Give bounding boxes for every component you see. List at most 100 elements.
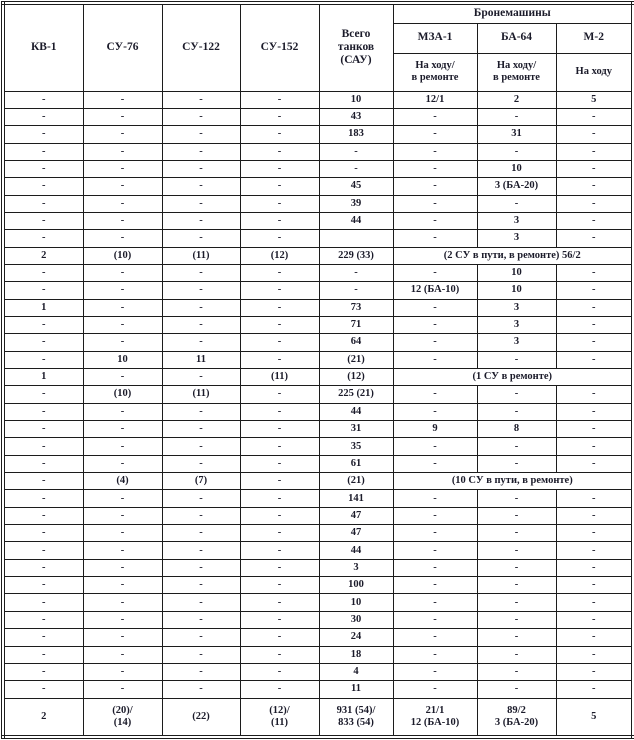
table-cell: - bbox=[161, 142, 241, 161]
table-cell: - bbox=[82, 194, 163, 213]
table-row: -10 11- (21) - - - bbox=[2, 350, 634, 370]
table-cell: - bbox=[392, 437, 478, 456]
table-row: - - - -10 12/1 2 5 bbox=[2, 90, 634, 109]
table-cell: - bbox=[555, 489, 634, 508]
table-cell: - bbox=[82, 107, 163, 127]
table-cell: - bbox=[239, 662, 320, 682]
table-cell: - bbox=[2, 350, 84, 370]
table-cell: 10 bbox=[318, 593, 394, 612]
column-header-kv-1: КВ-1 bbox=[2, 2, 84, 92]
table-cell: - bbox=[161, 524, 241, 543]
table-cell: (21) bbox=[318, 350, 394, 370]
table-cell: 3 bbox=[318, 558, 394, 578]
table-cell: - bbox=[161, 662, 241, 682]
table-cell: 39 bbox=[318, 194, 394, 213]
table-cell: 10 bbox=[82, 350, 163, 370]
table-cell: 2 bbox=[2, 697, 84, 738]
table-cell: - bbox=[239, 298, 320, 317]
table-row: - - - -43- - - bbox=[2, 107, 634, 127]
table-cell: - bbox=[161, 593, 241, 612]
table-cell: - bbox=[392, 402, 478, 422]
table-cell: - bbox=[392, 506, 478, 526]
table-cell: 3 bbox=[476, 315, 557, 335]
table-cell: 10 bbox=[476, 263, 557, 283]
table-cell: - bbox=[161, 211, 241, 231]
table-cell: - bbox=[239, 177, 320, 196]
table-row: - - - -64-3- bbox=[2, 333, 634, 352]
table-row: ----3--- bbox=[2, 558, 634, 578]
table-cell: - bbox=[2, 593, 84, 612]
table-cell: - bbox=[392, 350, 478, 370]
table-cell: - bbox=[555, 333, 634, 352]
table-row: - - - -71-3- bbox=[2, 315, 634, 335]
table-cell: - bbox=[82, 628, 163, 647]
table-row: - - - - -12 (БА-10) 10- bbox=[2, 281, 634, 300]
table-cell: - bbox=[2, 333, 84, 352]
table-cell: - bbox=[82, 645, 163, 664]
table-row: - - - -24- - - bbox=[2, 628, 634, 647]
table-cell: - bbox=[555, 315, 634, 335]
table-cell: 9 bbox=[392, 420, 478, 439]
table-cell: - bbox=[2, 281, 84, 300]
column-header-ba-64: БА-64 bbox=[476, 22, 557, 54]
column-header-su-76: СУ-76 bbox=[82, 2, 163, 92]
table-cell: - bbox=[2, 524, 84, 543]
table-cell: - bbox=[239, 680, 320, 699]
table-cell: - bbox=[476, 489, 557, 508]
table-cell: - bbox=[392, 142, 478, 161]
table-cell: - bbox=[239, 125, 320, 144]
table-cell: 3 bbox=[476, 229, 557, 248]
table-cell: - bbox=[239, 628, 320, 647]
table-cell: 71 bbox=[318, 315, 394, 335]
table-row: - - - -183-31- bbox=[2, 125, 634, 144]
table-cell: - bbox=[392, 558, 478, 578]
table-cell: - bbox=[82, 506, 163, 526]
table-cell: 31 bbox=[318, 420, 394, 439]
table-cell: - bbox=[392, 524, 478, 543]
table-cell: (7) bbox=[161, 472, 241, 491]
table-cell: 44 bbox=[318, 541, 394, 560]
table-cell: - bbox=[239, 315, 320, 335]
table-cell: - bbox=[555, 402, 634, 422]
table-row: 1- - (11) (12) (1 СУ в ремонте) bbox=[2, 367, 634, 387]
table-cell: - bbox=[555, 628, 634, 647]
table-cell: - bbox=[82, 333, 163, 352]
table-cell: 21/1 12 (БА-10) bbox=[392, 697, 478, 738]
table-row: - - - -100- - - bbox=[2, 576, 634, 595]
table-row: - - - -39- - - bbox=[2, 194, 634, 213]
table-cell: - bbox=[555, 420, 634, 439]
table-cell: - bbox=[318, 142, 394, 161]
table-cell: - bbox=[82, 211, 163, 231]
column-header-m-2: М-2 bbox=[555, 22, 634, 54]
table-cell: - bbox=[161, 420, 241, 439]
column-header-su-122: СУ-122 bbox=[161, 2, 241, 92]
table-cell: 1 bbox=[2, 298, 84, 317]
table-cell: - bbox=[2, 645, 84, 664]
table-cell: - bbox=[161, 125, 241, 144]
table-cell: - bbox=[392, 107, 478, 127]
table-cell: - bbox=[476, 107, 557, 127]
table-cell: - bbox=[161, 576, 241, 595]
table-cell: (11) bbox=[161, 246, 241, 265]
table-cell: - bbox=[161, 610, 241, 630]
table-cell: - bbox=[2, 315, 84, 335]
table-cell: - bbox=[555, 159, 634, 179]
table-cell: - bbox=[476, 576, 557, 595]
subheader-m-2-status: На ходу bbox=[555, 52, 634, 92]
table-cell: - bbox=[555, 558, 634, 578]
table-cell: 11 bbox=[161, 350, 241, 370]
table-cell: - bbox=[392, 211, 478, 231]
table-cell: - bbox=[161, 159, 241, 179]
table-cell: - bbox=[392, 194, 478, 213]
table-cell: - bbox=[555, 298, 634, 317]
table-cell: - bbox=[161, 558, 241, 578]
table-merged-note-cell: (10 СУ в пути, в ремонте) bbox=[392, 472, 634, 491]
table-row: - - - -44-3- bbox=[2, 211, 634, 231]
table-cell: (20)/ (14) bbox=[82, 697, 163, 738]
table-cell: 44 bbox=[318, 211, 394, 231]
table-cell: - bbox=[2, 506, 84, 526]
table-cell: - bbox=[239, 159, 320, 179]
table-cell: - bbox=[555, 177, 634, 196]
table-cell: - bbox=[161, 194, 241, 213]
table-cell: - bbox=[239, 576, 320, 595]
